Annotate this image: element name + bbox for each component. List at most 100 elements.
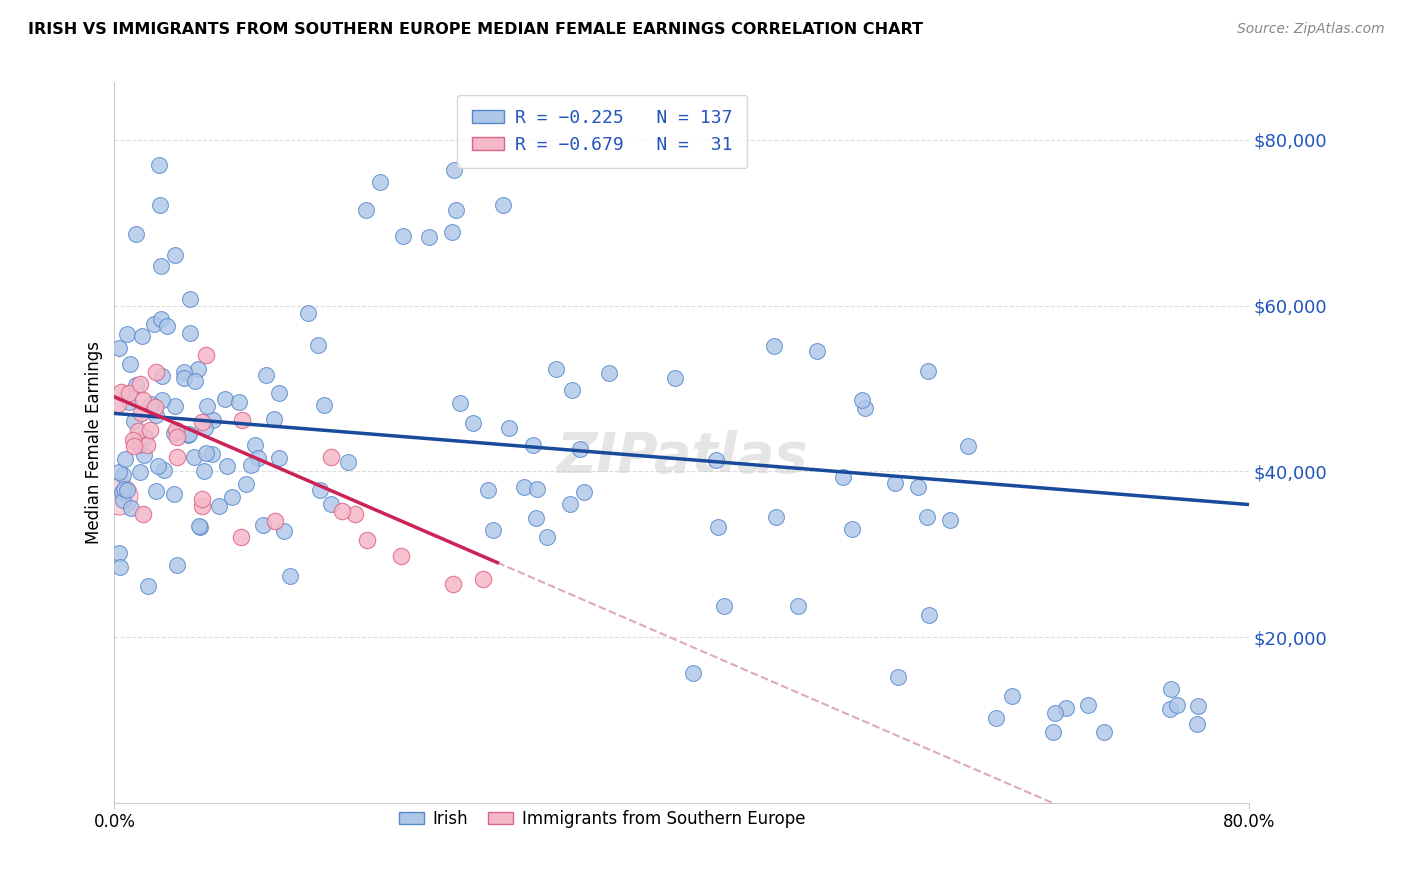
- Point: [118, 386, 141, 401]
- Point: [561, 383, 583, 397]
- Point: [713, 599, 735, 613]
- Point: [145, 401, 167, 415]
- Point: [131, 393, 153, 408]
- Point: [195, 399, 218, 413]
- Point: [156, 318, 179, 333]
- Point: [165, 423, 187, 437]
- Legend: Irish, Immigrants from Southern Europe: Irish, Immigrants from Southern Europe: [392, 803, 811, 834]
- Point: [163, 487, 186, 501]
- Point: [536, 530, 558, 544]
- Point: [129, 377, 152, 392]
- Point: [918, 607, 941, 622]
- Point: [229, 530, 252, 544]
- Point: [765, 510, 787, 524]
- Point: [1092, 724, 1115, 739]
- Point: [173, 371, 195, 385]
- Point: [449, 396, 471, 410]
- Point: [228, 395, 250, 409]
- Point: [336, 455, 359, 469]
- Point: [263, 412, 285, 426]
- Point: [107, 546, 129, 560]
- Point: [136, 579, 159, 593]
- Point: [114, 451, 136, 466]
- Point: [107, 341, 129, 355]
- Point: [492, 198, 515, 212]
- Point: [191, 415, 214, 429]
- Point: [112, 467, 135, 482]
- Point: [153, 463, 176, 477]
- Text: Source: ZipAtlas.com: Source: ZipAtlas.com: [1237, 22, 1385, 37]
- Point: [806, 343, 828, 358]
- Point: [762, 339, 785, 353]
- Point: [208, 500, 231, 514]
- Point: [231, 413, 253, 427]
- Point: [165, 248, 187, 262]
- Point: [247, 451, 270, 466]
- Point: [269, 450, 291, 465]
- Point: [221, 490, 243, 504]
- Point: [190, 499, 212, 513]
- Y-axis label: Median Female Earnings: Median Female Earnings: [86, 341, 103, 544]
- Point: [111, 492, 134, 507]
- Point: [195, 446, 218, 460]
- Point: [418, 230, 440, 244]
- Point: [482, 524, 505, 538]
- Point: [179, 326, 201, 340]
- Point: [191, 492, 214, 507]
- Point: [560, 497, 582, 511]
- Point: [201, 447, 224, 461]
- Point: [477, 483, 499, 497]
- Point: [125, 227, 148, 241]
- Point: [330, 504, 353, 518]
- Point: [132, 507, 155, 521]
- Point: [572, 484, 595, 499]
- Point: [392, 229, 415, 244]
- Point: [149, 198, 172, 212]
- Point: [1042, 724, 1064, 739]
- Point: [841, 522, 863, 536]
- Point: [122, 414, 145, 428]
- Point: [264, 514, 287, 528]
- Point: [471, 572, 494, 586]
- Point: [166, 450, 188, 465]
- Point: [131, 329, 153, 343]
- Point: [1187, 699, 1209, 714]
- Point: [107, 466, 129, 480]
- Point: [187, 518, 209, 533]
- Point: [183, 450, 205, 464]
- Point: [150, 368, 173, 383]
- Point: [1077, 698, 1099, 713]
- Point: [1185, 717, 1208, 731]
- Point: [145, 484, 167, 499]
- Point: [443, 163, 465, 178]
- Point: [356, 533, 378, 547]
- Point: [188, 519, 211, 533]
- Point: [120, 358, 142, 372]
- Point: [307, 337, 329, 351]
- Point: [887, 670, 910, 684]
- Point: [389, 549, 412, 563]
- Point: [107, 489, 129, 503]
- Point: [149, 312, 172, 326]
- Point: [117, 483, 139, 497]
- Point: [568, 442, 591, 456]
- Point: [146, 458, 169, 473]
- Point: [939, 513, 962, 527]
- Point: [984, 710, 1007, 724]
- Point: [907, 480, 929, 494]
- Point: [522, 438, 544, 452]
- Point: [131, 406, 153, 420]
- Point: [280, 569, 302, 583]
- Point: [139, 423, 162, 437]
- Point: [129, 465, 152, 479]
- Point: [128, 438, 150, 452]
- Point: [177, 428, 200, 442]
- Point: [704, 453, 727, 467]
- Point: [243, 438, 266, 452]
- Point: [267, 385, 290, 400]
- Point: [498, 421, 520, 435]
- Point: [179, 427, 201, 442]
- Point: [853, 401, 876, 415]
- Point: [368, 175, 391, 189]
- Point: [108, 559, 131, 574]
